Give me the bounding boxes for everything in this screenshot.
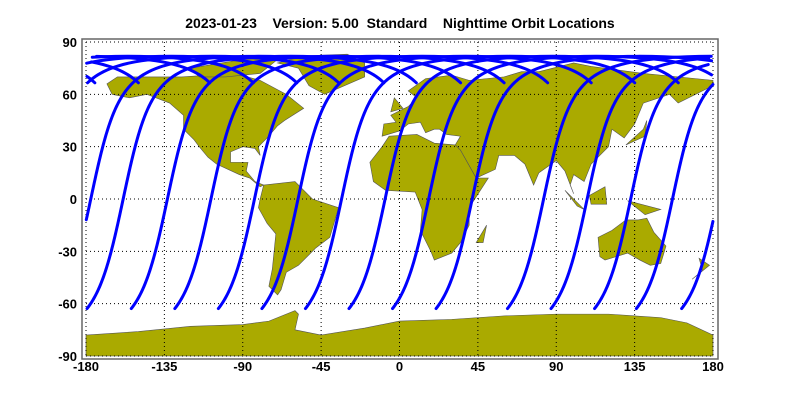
orbit-track xyxy=(303,54,637,311)
x-tick-label: 135 xyxy=(624,359,646,374)
y-tick-label: -60 xyxy=(58,297,77,312)
orbit-track xyxy=(391,54,714,311)
orbit-track xyxy=(549,56,711,311)
orbit-track xyxy=(89,60,140,85)
x-tick-label: 90 xyxy=(549,359,563,374)
orbit-tracks xyxy=(84,54,715,311)
x-tick-label: -180 xyxy=(73,359,99,374)
x-tick-label: -90 xyxy=(233,359,252,374)
orbit-track xyxy=(85,54,299,85)
land-japan xyxy=(625,120,648,146)
y-tick-labels: 90 60 30 0 -30 -60 -90 xyxy=(58,35,77,364)
land-north-america xyxy=(106,73,305,188)
x-tick-label: -135 xyxy=(151,359,177,374)
y-tick-label: 0 xyxy=(70,192,77,207)
y-tick-label: 60 xyxy=(63,87,77,102)
orbit-track xyxy=(260,54,593,311)
x-tick-label: 45 xyxy=(471,359,485,374)
land-madagascar xyxy=(475,225,487,243)
x-tick-label: 180 xyxy=(702,359,724,374)
land-uk xyxy=(390,97,404,113)
orbit-track xyxy=(85,54,418,311)
orbit-track xyxy=(634,82,715,311)
land-new-guinea xyxy=(627,200,662,216)
orbit-track xyxy=(216,54,550,311)
land-sumatra xyxy=(564,190,585,210)
y-tick-label: -90 xyxy=(58,349,77,364)
x-tick-labels: -180 -135 -90 -45 0 45 90 135 180 xyxy=(73,359,724,374)
orbit-track xyxy=(505,54,713,311)
orbit-track xyxy=(593,63,710,311)
orbit-track xyxy=(173,54,506,311)
land-australia xyxy=(597,217,667,266)
orbit-track xyxy=(129,54,463,311)
y-tick-label: -30 xyxy=(58,244,77,259)
orbit-track xyxy=(84,54,386,222)
y-tick-label: 90 xyxy=(63,35,77,50)
grid-layer xyxy=(85,41,714,357)
map-title: 2023-01-23 Version: 5.00 Standard Nightt… xyxy=(185,15,615,31)
plot-frame xyxy=(81,38,719,360)
orbit-track xyxy=(680,219,715,311)
land-south-america xyxy=(258,181,339,296)
y-tick-label: 30 xyxy=(63,140,77,155)
land-antarctica xyxy=(85,310,714,357)
x-tick-label: 0 xyxy=(396,359,403,374)
orbit-track xyxy=(347,54,680,311)
x-tick-label: -45 xyxy=(312,359,331,374)
orbit-track xyxy=(434,54,714,311)
orbit-track xyxy=(86,54,341,85)
land-eurasia xyxy=(381,62,714,194)
land-borneo xyxy=(589,186,608,205)
